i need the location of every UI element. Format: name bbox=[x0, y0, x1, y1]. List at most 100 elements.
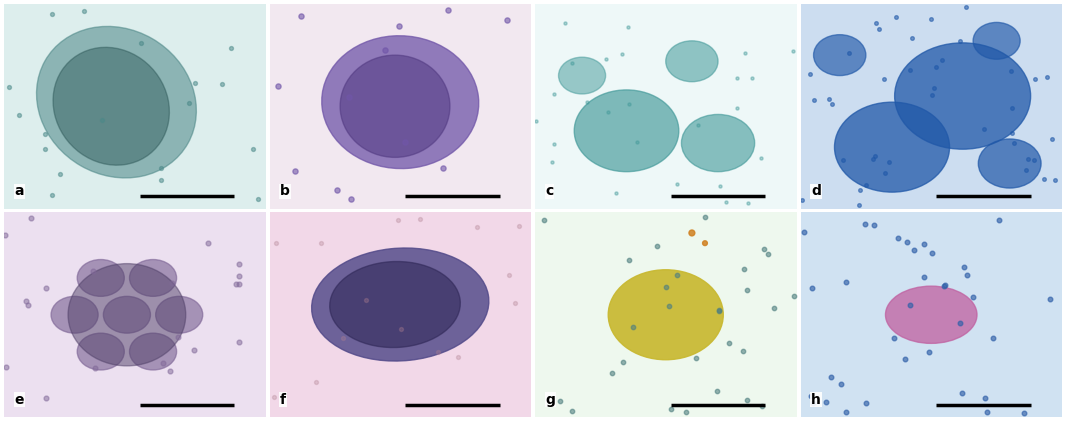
Point bbox=[866, 221, 883, 228]
Point bbox=[169, 333, 187, 340]
Point bbox=[155, 360, 172, 366]
Point bbox=[979, 408, 996, 415]
Circle shape bbox=[103, 296, 150, 333]
Point bbox=[802, 70, 819, 77]
Point bbox=[786, 293, 803, 300]
Point bbox=[440, 7, 457, 13]
Point bbox=[738, 286, 755, 293]
Point bbox=[821, 96, 838, 102]
Point bbox=[249, 196, 266, 203]
Point bbox=[937, 282, 954, 289]
Point bbox=[507, 300, 524, 306]
Point bbox=[1003, 130, 1020, 137]
Ellipse shape bbox=[322, 36, 479, 168]
Point bbox=[739, 396, 756, 403]
Point bbox=[94, 117, 111, 123]
Point bbox=[551, 397, 568, 404]
Point bbox=[865, 156, 882, 163]
Point bbox=[597, 56, 614, 63]
Point bbox=[834, 156, 851, 163]
Point bbox=[615, 358, 632, 365]
Ellipse shape bbox=[53, 47, 169, 165]
Point bbox=[556, 19, 574, 26]
Text: b: b bbox=[280, 184, 290, 198]
Point bbox=[857, 221, 874, 228]
Point bbox=[837, 409, 854, 416]
Point bbox=[785, 48, 802, 54]
Point bbox=[163, 279, 180, 286]
Point bbox=[11, 112, 28, 119]
Point bbox=[678, 408, 695, 415]
Point bbox=[921, 349, 938, 355]
Point bbox=[185, 347, 203, 354]
Point bbox=[660, 303, 677, 310]
Point bbox=[696, 214, 713, 221]
Point bbox=[434, 165, 451, 172]
Circle shape bbox=[130, 333, 177, 370]
Point bbox=[36, 130, 53, 137]
Point bbox=[244, 146, 261, 152]
Circle shape bbox=[681, 115, 755, 172]
Point bbox=[925, 84, 942, 91]
Ellipse shape bbox=[36, 27, 196, 178]
Text: h: h bbox=[811, 393, 821, 407]
Point bbox=[923, 92, 940, 99]
Point bbox=[230, 272, 247, 279]
Point bbox=[756, 245, 773, 252]
Point bbox=[975, 126, 992, 133]
Point bbox=[397, 139, 414, 145]
Point bbox=[887, 13, 904, 20]
Point bbox=[270, 83, 287, 90]
Circle shape bbox=[51, 296, 98, 333]
Point bbox=[86, 365, 103, 372]
Point bbox=[287, 167, 304, 174]
Point bbox=[180, 100, 197, 107]
Point bbox=[1003, 105, 1020, 112]
Point bbox=[132, 40, 149, 47]
Point bbox=[867, 152, 884, 159]
Point bbox=[511, 222, 528, 229]
Point bbox=[75, 8, 92, 14]
Point bbox=[230, 261, 247, 268]
Point bbox=[543, 158, 560, 165]
Point bbox=[927, 64, 944, 71]
Circle shape bbox=[894, 43, 1031, 149]
Point bbox=[841, 49, 858, 56]
Text: c: c bbox=[546, 184, 553, 198]
Point bbox=[328, 187, 345, 194]
Point bbox=[957, 3, 974, 10]
Point bbox=[728, 104, 745, 111]
Point bbox=[358, 297, 375, 304]
Point bbox=[450, 353, 467, 360]
Point bbox=[905, 247, 922, 254]
Point bbox=[625, 324, 642, 330]
Point bbox=[696, 240, 713, 247]
Point bbox=[36, 145, 53, 152]
Point bbox=[857, 399, 874, 406]
Point bbox=[743, 75, 760, 82]
Point bbox=[1, 84, 18, 91]
Circle shape bbox=[77, 259, 125, 296]
Point bbox=[152, 176, 169, 183]
Point bbox=[528, 118, 545, 125]
Point bbox=[390, 22, 407, 29]
Point bbox=[1027, 76, 1044, 83]
Point bbox=[430, 349, 447, 356]
Ellipse shape bbox=[340, 55, 450, 157]
Point bbox=[721, 340, 738, 347]
Point bbox=[342, 196, 359, 203]
Point bbox=[709, 388, 726, 394]
Circle shape bbox=[979, 139, 1041, 188]
Point bbox=[952, 320, 969, 327]
Point bbox=[922, 16, 939, 23]
Point bbox=[563, 59, 580, 66]
Point bbox=[885, 335, 902, 341]
Point bbox=[390, 216, 407, 223]
Point bbox=[500, 271, 517, 278]
Ellipse shape bbox=[311, 248, 489, 361]
Point bbox=[717, 199, 734, 205]
Text: d: d bbox=[811, 184, 821, 198]
Point bbox=[759, 251, 776, 258]
Point bbox=[152, 164, 169, 171]
Point bbox=[1035, 176, 1052, 182]
